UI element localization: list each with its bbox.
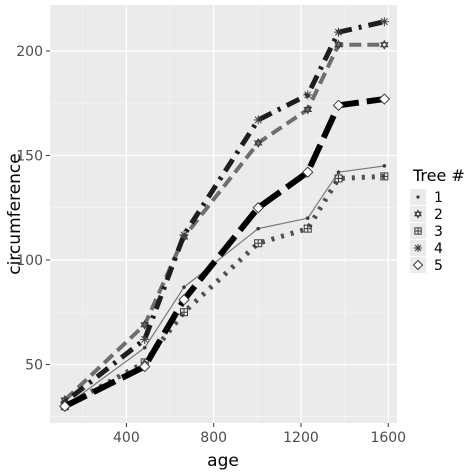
legend-marker-3 (414, 227, 422, 235)
x-tick-label: 1200 (283, 430, 319, 446)
x-tick-label: 800 (200, 430, 227, 446)
series-3-point (334, 174, 343, 183)
series-1-point (256, 226, 261, 231)
series-2-point (253, 137, 263, 148)
series-5-point (178, 293, 190, 306)
x-tick-label: 400 (113, 430, 140, 446)
legend-marker-4 (413, 243, 423, 253)
series-2-point (334, 39, 343, 50)
legend-title: Tree # (412, 166, 465, 185)
series-layer (59, 17, 391, 412)
y-tick-label: 200 (16, 44, 43, 60)
series-5-point (59, 400, 71, 412)
series-1-point (182, 285, 186, 289)
x-axis: 400 800 1200 1600 (113, 423, 406, 446)
y-tick-label: 150 (16, 148, 43, 164)
legend-key-5 (410, 257, 426, 273)
series-4-point (379, 17, 389, 27)
plot-panel (50, 5, 397, 423)
legend-marker-5 (412, 259, 424, 271)
series-5-point (332, 99, 345, 112)
series-2-line (63, 42, 385, 402)
legend-label-4: 4 (434, 241, 443, 257)
x-axis-title: age (207, 451, 239, 471)
series-5-point (302, 166, 314, 178)
legend-key-3 (410, 223, 426, 239)
series-5 (59, 93, 391, 412)
series-4-point (140, 334, 150, 344)
major-gridlines (50, 5, 397, 423)
series-4-point (253, 115, 263, 125)
series-3-point (380, 172, 389, 181)
y-axis-title: circumference (5, 153, 25, 274)
series-4-point (303, 90, 313, 100)
series-5-point (378, 93, 391, 105)
legend-label-5: 5 (434, 258, 443, 274)
legend-marker-1 (416, 195, 420, 199)
series-2-point (140, 319, 150, 330)
series-4-point (179, 230, 189, 240)
legend-key-1 (410, 189, 426, 205)
legend-label-2: 2 (434, 207, 443, 223)
series-5-point (139, 360, 151, 373)
legend-key-4 (410, 240, 426, 256)
x-tick-label: 1600 (370, 430, 406, 446)
series-1-point (305, 216, 310, 220)
series-3-point (254, 239, 263, 248)
legend-key-2 (410, 206, 426, 222)
series-5-point (252, 202, 264, 214)
series-1-point (382, 164, 387, 168)
legend-marker-2 (414, 209, 422, 219)
series-2-point (380, 39, 389, 50)
minor-gridlines (50, 5, 397, 423)
y-axis: 50 100 150 200 (16, 44, 50, 373)
legend-label-3: 3 (434, 224, 443, 240)
series-1-point (336, 170, 341, 174)
series-3-point (303, 224, 312, 233)
series-3-point (179, 308, 188, 317)
y-tick-label: 50 (25, 357, 43, 373)
legend-label-1: 1 (434, 190, 443, 206)
series-2-point (303, 104, 313, 115)
y-tick-label: 100 (16, 253, 43, 269)
series-4-point (334, 27, 344, 37)
series-1-point (142, 345, 147, 350)
